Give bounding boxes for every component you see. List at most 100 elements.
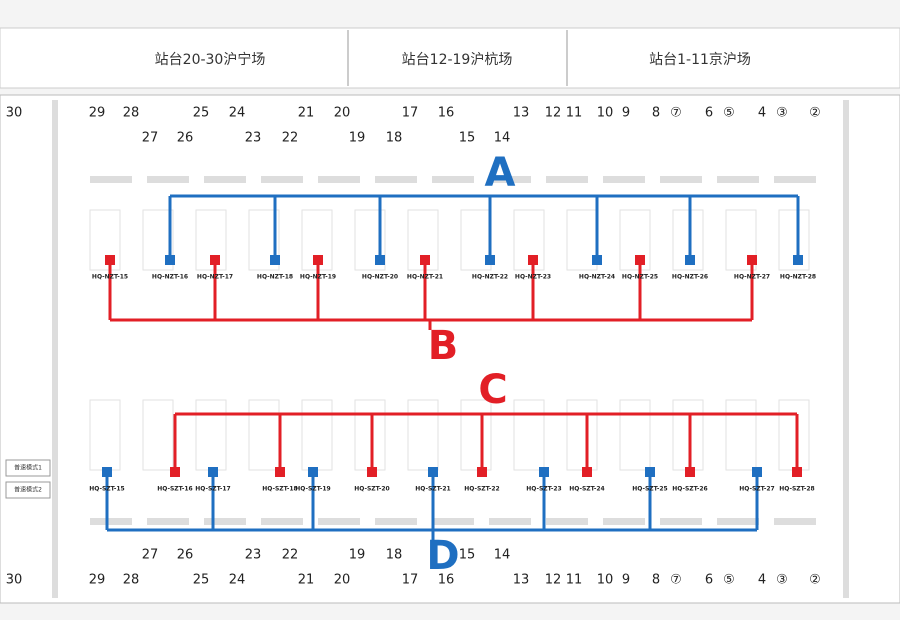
track-number: ⑦: [670, 106, 682, 121]
track-number: 18: [386, 131, 403, 146]
dash: [489, 518, 531, 525]
device-label: HQ-NZT-24: [579, 274, 615, 281]
device-marker[interactable]: [685, 467, 695, 477]
track-number: 15: [459, 131, 476, 146]
device-marker[interactable]: [792, 467, 802, 477]
track-number: 13: [513, 106, 530, 121]
dash: [204, 518, 246, 525]
mode-button-label[interactable]: 普速模式1: [14, 464, 42, 472]
track-number: 16: [438, 573, 455, 588]
dash: [660, 518, 702, 525]
device-marker[interactable]: [747, 255, 757, 265]
dash: [261, 176, 303, 183]
device-marker[interactable]: [375, 255, 385, 265]
track-number: 23: [245, 131, 262, 146]
device-marker[interactable]: [645, 467, 655, 477]
device-marker[interactable]: [539, 467, 549, 477]
device-marker[interactable]: [367, 467, 377, 477]
device-label: HQ-NZT-19: [300, 274, 336, 281]
device-marker[interactable]: [308, 467, 318, 477]
dash: [90, 176, 132, 183]
device-label: HQ-SZT-15: [89, 486, 124, 493]
device-marker[interactable]: [685, 255, 695, 265]
device-marker[interactable]: [275, 467, 285, 477]
dash: [432, 176, 474, 183]
dash: [204, 176, 246, 183]
header-bar: [0, 27, 900, 89]
dash: [546, 176, 588, 183]
dash: [489, 176, 531, 183]
track-number: 21: [298, 573, 315, 588]
device-label: HQ-NZT-23: [515, 274, 551, 281]
device-marker[interactable]: [313, 255, 323, 265]
device-marker[interactable]: [208, 467, 218, 477]
device-marker[interactable]: [420, 255, 430, 265]
track-number: 11: [566, 106, 583, 121]
device-label: HQ-SZT-27: [739, 486, 774, 493]
device-marker[interactable]: [485, 255, 495, 265]
dash: [318, 518, 360, 525]
device-marker[interactable]: [102, 467, 112, 477]
device-marker[interactable]: [592, 255, 602, 265]
platform-outline: [725, 209, 757, 271]
track-number: ⑦: [670, 573, 682, 588]
device-marker[interactable]: [165, 255, 175, 265]
device-marker[interactable]: [752, 467, 762, 477]
tab-label[interactable]: 站台20-30沪宁场: [155, 51, 266, 68]
device-marker[interactable]: [105, 255, 115, 265]
track-number: 22: [282, 131, 299, 146]
platform-outline: [619, 209, 651, 271]
track-number: 12: [545, 573, 562, 588]
track-number: 26: [177, 131, 194, 146]
platform-outline: [672, 209, 704, 271]
device-label: HQ-NZT-22: [472, 274, 508, 281]
device-marker[interactable]: [793, 255, 803, 265]
device-marker[interactable]: [477, 467, 487, 477]
dash: [717, 518, 759, 525]
right-edge: [843, 100, 849, 598]
dash: [603, 176, 645, 183]
track-number: ⑤: [723, 106, 735, 121]
track-number: 17: [402, 573, 419, 588]
device-label: HQ-SZT-18: [262, 486, 297, 493]
device-label: HQ-SZT-23: [526, 486, 561, 493]
group-letter: B: [428, 323, 459, 369]
left-edge: [52, 100, 58, 598]
track-number: 20: [334, 106, 351, 121]
platform-outline: [460, 399, 492, 471]
device-label: HQ-SZT-24: [569, 486, 604, 493]
device-marker[interactable]: [170, 467, 180, 477]
mode-button[interactable]: [5, 481, 51, 499]
track-number: 15: [459, 548, 476, 563]
dash: [774, 518, 816, 525]
platform-outline: [248, 209, 280, 271]
tab-label[interactable]: 站台1-11京沪场: [649, 52, 751, 68]
track-number: 18: [386, 548, 403, 563]
tab-label[interactable]: 站台12-19沪杭场: [402, 52, 513, 68]
mode-button[interactable]: [5, 459, 51, 477]
dash: [90, 518, 132, 525]
device-label: HQ-NZT-16: [152, 274, 188, 281]
device-marker[interactable]: [528, 255, 538, 265]
device-label: HQ-NZT-27: [734, 274, 770, 281]
group-letter: C: [478, 367, 507, 413]
platform-outline: [354, 209, 386, 271]
track-number: 10: [597, 106, 614, 121]
track-number: 14: [494, 548, 511, 563]
device-marker[interactable]: [270, 255, 280, 265]
track-number: ②: [809, 573, 821, 588]
track-number: 10: [597, 573, 614, 588]
track-number: 8: [652, 573, 660, 588]
device-marker[interactable]: [582, 467, 592, 477]
device-label: HQ-SZT-17: [195, 486, 230, 493]
track-number: 12: [545, 106, 562, 121]
track-number: 25: [193, 573, 210, 588]
track-number: 20: [334, 573, 351, 588]
device-marker[interactable]: [210, 255, 220, 265]
device-label: HQ-SZT-20: [354, 486, 389, 493]
platform-outline: [778, 209, 810, 271]
device-marker[interactable]: [635, 255, 645, 265]
mode-button-label[interactable]: 普速模式2: [14, 486, 42, 494]
dash: [432, 518, 474, 525]
device-marker[interactable]: [428, 467, 438, 477]
